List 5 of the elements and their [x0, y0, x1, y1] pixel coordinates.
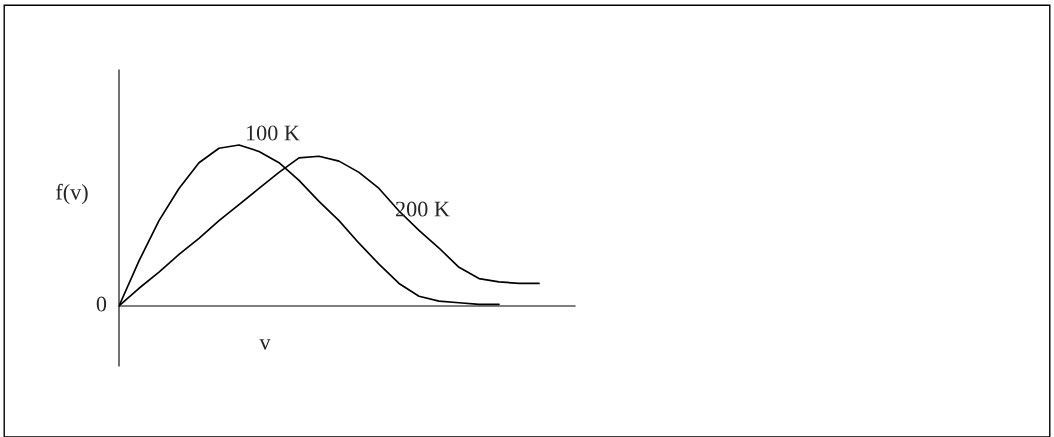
text: 0 — [96, 296, 107, 312]
y-axis-title: f(v) — [56, 183, 88, 205]
x-axis-title: v — [259, 339, 271, 350]
series-label: 200 K — [395, 201, 450, 217]
series-label: 100 K — [246, 125, 300, 141]
